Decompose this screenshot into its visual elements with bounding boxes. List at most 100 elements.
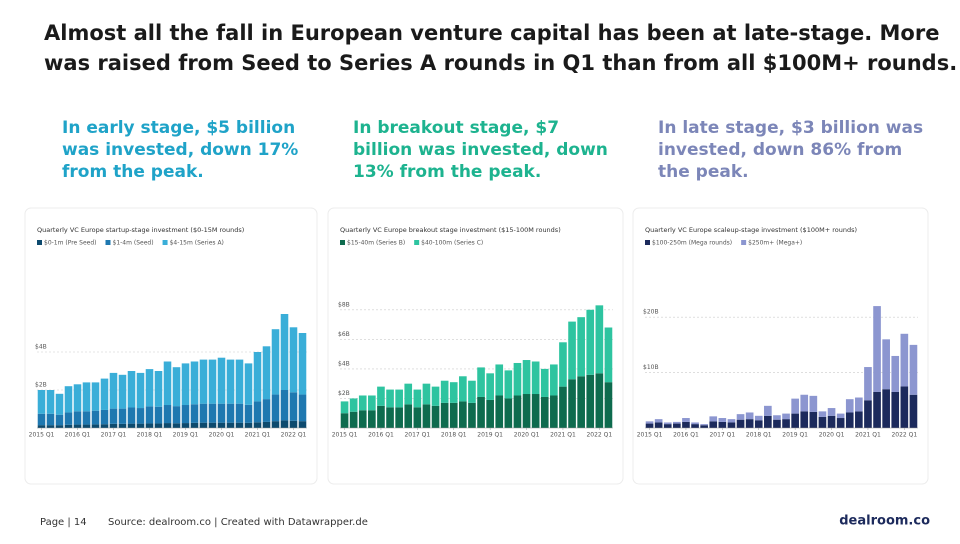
bar-segment <box>395 389 403 408</box>
bar-segment <box>271 329 280 395</box>
bar-segment <box>736 414 745 420</box>
bar-segment <box>595 373 604 428</box>
y-tick-label: $2B <box>338 390 350 397</box>
bar-segment <box>280 420 289 428</box>
bar-segment <box>531 394 540 428</box>
bar-segment <box>55 393 64 415</box>
bar-segment <box>691 422 699 425</box>
bar-segment <box>559 342 567 387</box>
bar-segment <box>244 404 253 423</box>
bar-segment <box>736 419 745 428</box>
bar-segment <box>208 422 217 428</box>
bar-segment <box>440 380 449 403</box>
x-tick-label: 2015 Q1 <box>637 432 663 439</box>
bar-segment <box>577 317 585 377</box>
bar-segment <box>809 395 818 412</box>
subhead: In breakout stage, $7 <box>353 118 559 138</box>
y-tick-label: $8B <box>338 301 350 308</box>
bar-segment <box>654 419 663 423</box>
bar-segment <box>691 424 699 428</box>
bar-segment <box>745 412 754 420</box>
bar-segment <box>682 421 690 428</box>
bar-segment <box>873 306 881 392</box>
bar-segment <box>289 420 298 428</box>
bar-segment <box>208 403 217 423</box>
bar-segment <box>513 362 522 396</box>
bar-segment <box>73 424 82 428</box>
x-tick-label: 2018 Q1 <box>746 432 772 439</box>
x-tick-label: 2017 Q1 <box>101 432 127 439</box>
bar-segment <box>145 423 154 428</box>
bar-segment <box>745 419 754 428</box>
bar-segment <box>404 404 413 428</box>
bar-segment <box>459 376 467 402</box>
x-tick-label: 2022 Q1 <box>891 432 917 439</box>
bar-segment <box>55 425 64 428</box>
legend-swatch <box>37 240 42 245</box>
bar-segment <box>468 380 476 403</box>
bar-segment <box>809 411 818 428</box>
bar-segment <box>377 386 385 406</box>
chart-title: Quarterly VC Europe startup-stage invest… <box>37 226 244 234</box>
bar-segment <box>449 382 458 403</box>
bar-segment <box>199 403 208 423</box>
bar-segment <box>459 401 467 428</box>
bar-segment <box>235 422 244 428</box>
bar-segment <box>109 372 118 409</box>
bar-segment <box>127 423 136 428</box>
bar-segment <box>700 425 708 428</box>
bar-segment <box>136 408 145 424</box>
legend-label: $1-4m (Seed) <box>113 240 154 247</box>
bar-segment <box>855 411 863 428</box>
x-tick-label: 2016 Q1 <box>65 432 91 439</box>
bar-segment <box>550 364 558 396</box>
bar-segment <box>586 374 595 428</box>
bar-segment <box>298 333 307 395</box>
bar-segment <box>495 395 504 428</box>
bar-segment <box>709 416 718 422</box>
bar-segment <box>163 423 172 428</box>
bar-segment <box>882 339 890 390</box>
bar-segment <box>764 415 772 428</box>
bar-segment <box>118 374 127 409</box>
bar-segment <box>46 390 55 414</box>
bar-segment <box>673 423 681 428</box>
bar-segment <box>718 418 727 422</box>
bar-segment <box>486 399 494 428</box>
bar-segment <box>504 398 513 428</box>
bar-segment <box>91 410 100 425</box>
bar-segment <box>654 422 663 428</box>
bar-segment <box>504 370 513 399</box>
bar-segment <box>645 421 654 424</box>
bar-segment <box>262 346 271 400</box>
bar-segment <box>136 372 145 409</box>
legend-swatch <box>105 240 111 245</box>
bar-segment <box>773 415 781 420</box>
bar-segment <box>235 403 244 423</box>
x-tick-label: 2022 Q1 <box>281 432 307 439</box>
bar-segment <box>577 376 585 428</box>
y-tick-label: $4B <box>35 344 47 351</box>
x-tick-label: 2016 Q1 <box>368 432 394 439</box>
bar-segment <box>386 389 394 408</box>
bar-segment <box>818 411 827 417</box>
bar-segment <box>486 373 494 400</box>
bar-segment <box>845 399 854 413</box>
bar-segment <box>226 403 235 423</box>
bar-segment <box>100 424 109 428</box>
x-tick-label: 2020 Q1 <box>514 432 540 439</box>
bar-segment <box>550 395 558 428</box>
bar-segment <box>764 405 772 416</box>
bar-segment <box>199 422 208 428</box>
bar-segment <box>800 411 809 428</box>
bar-segment <box>645 423 654 428</box>
subhead: 13% from the peak. <box>353 162 541 182</box>
bar-segment <box>718 421 727 428</box>
bar-segment <box>477 396 485 428</box>
headline: was raised from Seed to Series A rounds … <box>44 51 957 75</box>
headline: Almost all the fall in European venture … <box>44 21 939 45</box>
bar-segment <box>522 360 531 395</box>
bar-segment <box>404 383 413 405</box>
bar-segment <box>595 305 604 374</box>
